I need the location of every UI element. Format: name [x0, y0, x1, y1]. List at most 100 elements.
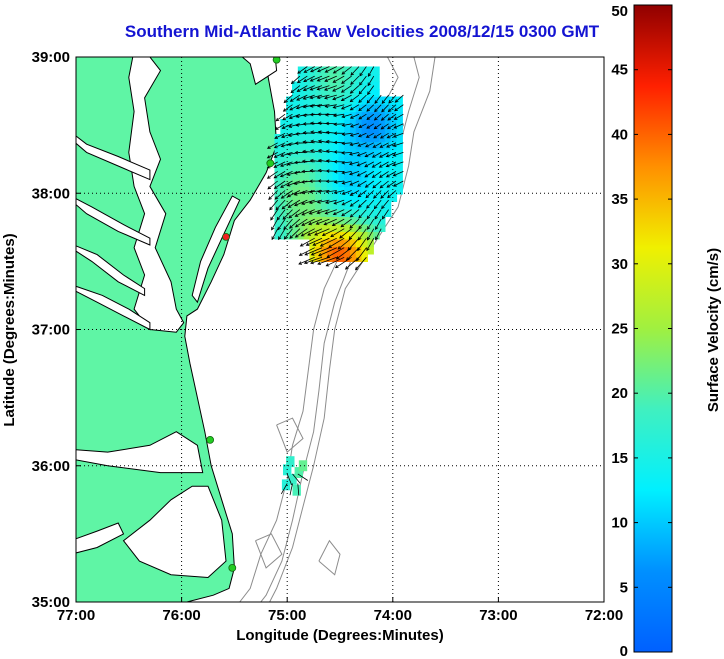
velocity-cell — [355, 193, 363, 202]
velocity-arrow-head — [281, 125, 286, 129]
velocity-cell — [297, 66, 305, 75]
velocity-arrow-head — [295, 114, 300, 118]
velocity-arrow-head — [315, 221, 320, 225]
velocity-cell — [350, 178, 357, 187]
velocity-arrow-head — [290, 89, 295, 94]
velocity-arrow-head — [296, 79, 301, 84]
velocity-arrow-head — [308, 189, 313, 194]
velocity-arrow — [356, 247, 367, 261]
velocity-arrow-head — [340, 223, 345, 228]
velocity-arrow-head — [325, 121, 329, 126]
velocity-arrow-head — [287, 204, 292, 208]
velocity-arrow — [348, 228, 360, 240]
velocity-arrow-head — [347, 247, 351, 251]
velocity-cell — [326, 156, 334, 165]
velocity-arrow-head — [268, 196, 272, 200]
velocity-arrow-head — [310, 69, 314, 73]
velocity-arrow-head — [381, 215, 386, 220]
x-tick-label: 72:00 — [585, 607, 623, 624]
velocity-arrow-head — [335, 256, 340, 260]
velocity-arrow-head — [333, 122, 337, 127]
velocity-arrow-head — [317, 168, 322, 173]
velocity-arrow — [311, 247, 330, 256]
velocity-arrow — [294, 199, 308, 206]
velocity-arrows — [266, 66, 404, 496]
velocity-cell — [338, 223, 345, 232]
velocity-arrow-head — [328, 244, 332, 248]
velocity-arrow-head — [283, 236, 288, 240]
velocity-cell — [338, 81, 345, 90]
velocity-arrow-head — [270, 216, 274, 221]
velocity-cell — [286, 126, 293, 135]
velocity-cell — [309, 186, 316, 195]
velocity-cell — [361, 231, 368, 240]
velocity-cell — [292, 111, 299, 120]
velocity-arrow — [341, 113, 352, 118]
velocity-cell — [350, 186, 357, 195]
x-axis-label: Longitude (Degrees:Minutes) — [236, 627, 444, 644]
velocity-arrow-head — [373, 205, 378, 210]
x-tick-label: 77:00 — [57, 607, 95, 624]
velocity-arrow-head — [364, 174, 369, 178]
velocity-arrow — [318, 247, 337, 257]
velocity-arrow — [289, 104, 301, 111]
velocity-arrow — [281, 199, 293, 210]
velocity-arrow-head — [274, 135, 279, 139]
velocity-cell — [396, 104, 403, 113]
velocity-cell — [315, 89, 322, 98]
velocity-cell — [274, 208, 281, 217]
velocity-arrow-head — [341, 181, 346, 185]
velocity-arrow-head — [312, 242, 317, 246]
velocity-arrow-head — [288, 215, 293, 219]
velocity-arrow — [381, 113, 389, 121]
velocity-cell — [355, 231, 363, 240]
velocity-cell — [350, 66, 357, 75]
grid-lines — [76, 57, 604, 602]
velocity-arrow — [350, 66, 360, 76]
velocity-arrow — [341, 66, 352, 75]
velocity-arrow-head — [287, 133, 292, 137]
velocity-cell — [288, 473, 297, 485]
velocity-arrow-head — [317, 158, 322, 163]
velocity-cell — [297, 89, 305, 98]
velocity-arrow — [308, 218, 323, 225]
velocity-arrow-head — [271, 226, 275, 231]
velocity-cell — [338, 164, 345, 173]
velocity-arrow-head — [392, 173, 397, 177]
velocity-cell — [379, 178, 386, 187]
x-tick-label: 75:00 — [268, 607, 306, 624]
velocity-arrow-head — [325, 169, 330, 173]
velocity-cell — [286, 186, 293, 195]
velocity-cell — [344, 96, 351, 105]
velocity-arrow — [310, 140, 323, 144]
velocity-arrow-head — [386, 144, 390, 148]
velocity-arrow — [380, 190, 389, 199]
velocity-cell — [338, 141, 345, 150]
velocity-cell — [384, 104, 392, 113]
velocity-arrow-head — [373, 125, 378, 130]
velocity-arrow-head — [280, 153, 285, 157]
velocity-cell — [309, 126, 316, 135]
velocity-arrow-head — [302, 149, 306, 154]
velocity-arrow-head — [341, 123, 346, 127]
velocity-cell — [350, 171, 357, 180]
velocity-arrow-head — [273, 164, 278, 168]
velocity-cell — [297, 231, 305, 240]
velocity-arrow-head — [341, 191, 346, 195]
velocity-arrow — [275, 113, 286, 122]
velocity-arrow-head — [324, 104, 329, 108]
velocity-cell — [355, 178, 363, 187]
velocity-cell — [315, 193, 322, 202]
velocity-cell — [332, 208, 339, 217]
velocity-cell — [280, 186, 287, 195]
eastern-shore-lagoon — [191, 195, 241, 304]
velocity-arrow-head — [393, 116, 398, 120]
velocity-arrow — [367, 218, 375, 230]
velocity-cell — [315, 104, 322, 113]
velocity-arrow — [337, 237, 352, 250]
velocity-arrow-head — [366, 215, 371, 220]
velocity-arrow-head — [289, 107, 293, 111]
velocity-arrow — [297, 66, 308, 74]
velocity-cell — [338, 111, 345, 120]
velocity-cell — [315, 231, 322, 240]
